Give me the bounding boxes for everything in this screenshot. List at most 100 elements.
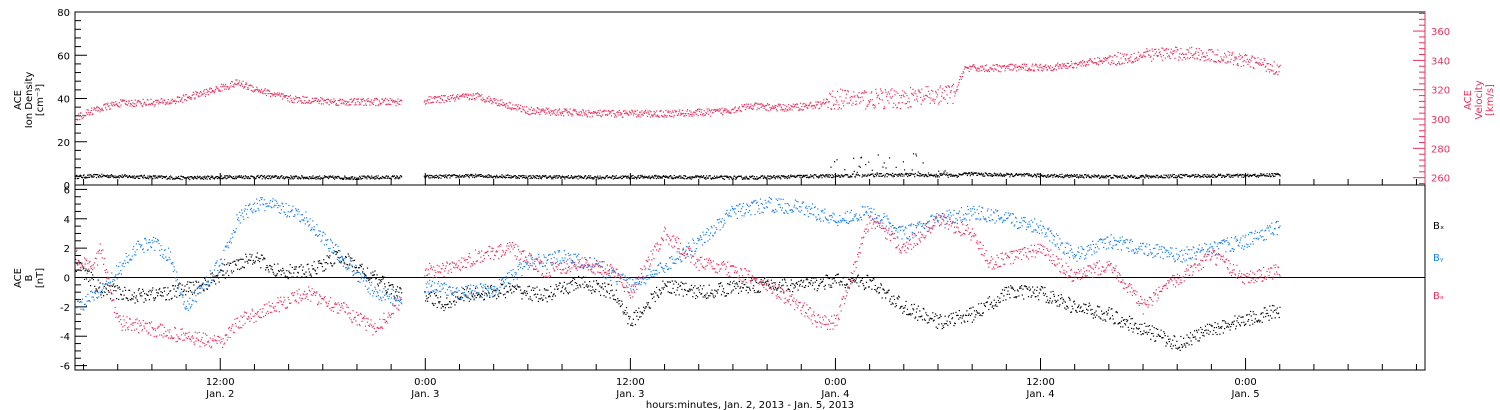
velocity-point [480, 98, 482, 101]
velocity-point [981, 65, 983, 67]
Bx-point [367, 278, 369, 280]
density-point [198, 176, 200, 178]
density-point [1179, 176, 1181, 178]
density-point [625, 175, 627, 177]
density-point [1208, 174, 1210, 176]
velocity-point [1012, 69, 1014, 71]
velocity-point [1000, 67, 1003, 69]
Bx-point [306, 276, 308, 278]
density-point [1030, 174, 1032, 176]
velocity-point [1218, 60, 1220, 62]
velocity-point [998, 71, 1000, 73]
Bx-point [396, 295, 398, 297]
density-point [1067, 175, 1069, 177]
density-point [466, 175, 468, 177]
density-point [552, 178, 554, 180]
velocity-point [1072, 66, 1074, 68]
Bx-point [282, 267, 284, 269]
velocity-point [359, 102, 361, 104]
density-point [1246, 174, 1248, 176]
velocity-point [973, 64, 975, 66]
velocity-point [155, 99, 157, 101]
velocity-point [533, 108, 535, 110]
density-point [371, 175, 373, 177]
density-point [1011, 173, 1013, 175]
velocity-point [657, 114, 659, 116]
density-point [683, 178, 686, 180]
density-point [183, 176, 185, 179]
density-point [1060, 176, 1062, 178]
Bx-point [428, 293, 430, 295]
density-point [145, 176, 147, 178]
velocity-point [125, 103, 127, 105]
velocity-point [612, 109, 614, 111]
Bx-point [435, 294, 438, 296]
velocity-point [1168, 54, 1170, 56]
density-point [598, 178, 601, 180]
Bx-point [651, 293, 653, 296]
velocity-point [217, 87, 219, 90]
density-point [600, 178, 602, 180]
velocity-point [912, 88, 914, 90]
Bx-point [168, 299, 170, 301]
velocity-point [229, 82, 232, 84]
density-point [1152, 175, 1154, 177]
velocity-point [999, 64, 1001, 67]
velocity-point [761, 103, 763, 105]
density-point [356, 177, 358, 179]
Bx-point [267, 266, 269, 268]
velocity-point [942, 97, 944, 99]
Bx-point [116, 298, 118, 300]
Bx-point [435, 295, 437, 297]
Bx-point [184, 285, 186, 287]
density-point [710, 178, 712, 180]
velocity-point [176, 100, 178, 102]
Bx-point [477, 293, 479, 295]
density-point [510, 175, 512, 177]
Bx-point [237, 268, 239, 270]
velocity-point [851, 96, 854, 98]
velocity-point [810, 106, 812, 108]
density-point [100, 176, 102, 178]
density-point [930, 173, 932, 175]
density-point [353, 178, 355, 180]
velocity-point [994, 68, 997, 70]
density-point [230, 176, 232, 178]
density-point [673, 174, 675, 177]
velocity-point [991, 68, 994, 70]
density-point [341, 178, 343, 180]
density-point [1261, 173, 1263, 175]
Bx-point [548, 295, 550, 297]
velocity-point [450, 98, 452, 100]
velocity-point [357, 101, 359, 103]
velocity-point [534, 113, 537, 115]
density-point [1046, 175, 1049, 177]
velocity-point [1064, 66, 1066, 68]
velocity-point [357, 98, 360, 100]
Bx-point [450, 303, 453, 305]
velocity-point [244, 83, 247, 85]
density-point [834, 161, 836, 163]
Bx-point [185, 294, 187, 296]
velocity-point [347, 104, 349, 106]
Bx-point [468, 291, 470, 293]
density-point [1253, 174, 1256, 176]
density-point [843, 175, 845, 177]
density-point [743, 177, 745, 179]
density-point [1109, 175, 1111, 177]
velocity-point [737, 109, 739, 111]
Bx-point [231, 272, 233, 274]
velocity-point [176, 96, 178, 98]
velocity-point [827, 106, 829, 108]
density-point [312, 175, 314, 177]
density-point [301, 175, 303, 177]
velocity-point [973, 66, 976, 68]
Bx-point [351, 266, 353, 268]
velocity-point [1066, 65, 1068, 67]
Bx-point [485, 287, 487, 289]
Bx-point [438, 301, 440, 303]
velocity-point [999, 66, 1001, 68]
velocity-point [1066, 62, 1068, 64]
velocity-point [499, 105, 501, 107]
density-point [318, 177, 320, 180]
